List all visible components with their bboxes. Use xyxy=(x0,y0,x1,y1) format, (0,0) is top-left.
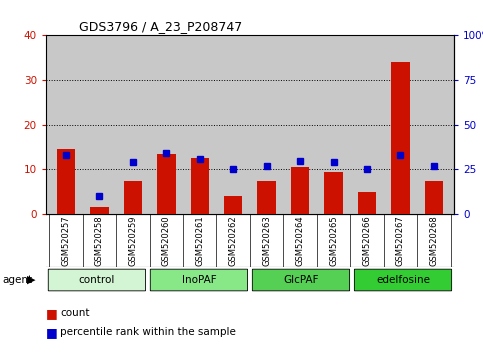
Bar xyxy=(224,196,242,214)
Text: GSM520267: GSM520267 xyxy=(396,215,405,266)
Text: ▶: ▶ xyxy=(27,275,35,285)
FancyBboxPatch shape xyxy=(150,269,248,291)
Bar xyxy=(425,181,443,214)
Bar xyxy=(257,181,276,214)
Bar xyxy=(191,158,209,214)
Text: GSM520259: GSM520259 xyxy=(128,216,137,266)
Text: GSM520265: GSM520265 xyxy=(329,215,338,266)
Text: InoPAF: InoPAF xyxy=(182,275,216,285)
Text: count: count xyxy=(60,308,90,318)
Text: GDS3796 / A_23_P208747: GDS3796 / A_23_P208747 xyxy=(79,20,242,33)
Bar xyxy=(57,149,75,214)
Text: GSM520262: GSM520262 xyxy=(229,215,238,266)
Bar xyxy=(291,167,309,214)
Text: ■: ■ xyxy=(46,326,57,338)
Bar xyxy=(325,172,343,214)
Text: GSM520257: GSM520257 xyxy=(61,215,71,266)
Text: edelfosine: edelfosine xyxy=(376,275,430,285)
FancyBboxPatch shape xyxy=(48,269,145,291)
Bar xyxy=(358,192,376,214)
Bar xyxy=(157,154,175,214)
FancyBboxPatch shape xyxy=(252,269,350,291)
Bar xyxy=(90,207,109,214)
Text: GSM520260: GSM520260 xyxy=(162,215,171,266)
FancyBboxPatch shape xyxy=(355,269,452,291)
Text: control: control xyxy=(79,275,115,285)
Text: GSM520263: GSM520263 xyxy=(262,215,271,266)
Text: GlcPAF: GlcPAF xyxy=(283,275,319,285)
Text: ■: ■ xyxy=(46,307,57,320)
Bar xyxy=(391,62,410,214)
Bar xyxy=(124,181,142,214)
Text: percentile rank within the sample: percentile rank within the sample xyxy=(60,327,236,337)
Text: GSM520264: GSM520264 xyxy=(296,215,305,266)
Text: GSM520266: GSM520266 xyxy=(363,215,371,266)
Text: agent: agent xyxy=(2,275,32,285)
Text: GSM520258: GSM520258 xyxy=(95,215,104,266)
Text: GSM520261: GSM520261 xyxy=(195,215,204,266)
Text: GSM520268: GSM520268 xyxy=(429,215,439,266)
